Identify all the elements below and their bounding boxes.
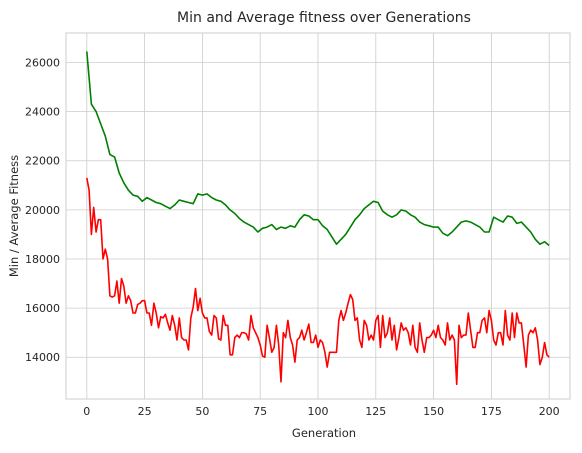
y-tick-label: 18000 <box>25 253 60 266</box>
chart-title: Min and Average fitness over Generations <box>177 10 471 26</box>
average-fitness-line <box>86 51 550 247</box>
x-tick-label: 125 <box>365 405 386 418</box>
y-tick-label: 22000 <box>25 155 60 168</box>
x-axis-label: Generation <box>292 426 356 440</box>
grid <box>66 33 570 399</box>
tick-labels: 0 25 50 75 100 125 150 175 200 14000 16000 18000 200… <box>25 56 560 418</box>
x-tick-label: 100 <box>308 405 329 418</box>
y-tick-label: 26000 <box>25 56 60 69</box>
x-tick-label: 200 <box>539 405 560 418</box>
plot-frame <box>65 32 571 400</box>
x-tick-label: 75 <box>253 405 267 418</box>
min-fitness-line <box>86 177 550 386</box>
y-tick-label: 24000 <box>25 106 60 119</box>
series-layer <box>86 51 550 386</box>
y-axis-label: Min / Average Fitness <box>7 155 21 277</box>
x-tick-label: 150 <box>423 405 444 418</box>
x-tick-label: 175 <box>481 405 502 418</box>
y-tick-label: 16000 <box>25 302 60 315</box>
x-tick-label: 25 <box>138 405 152 418</box>
x-tick-label: 50 <box>195 405 209 418</box>
y-tick-label: 14000 <box>25 351 60 364</box>
y-tick-label: 20000 <box>25 204 60 217</box>
x-tick-label: 0 <box>83 405 90 418</box>
